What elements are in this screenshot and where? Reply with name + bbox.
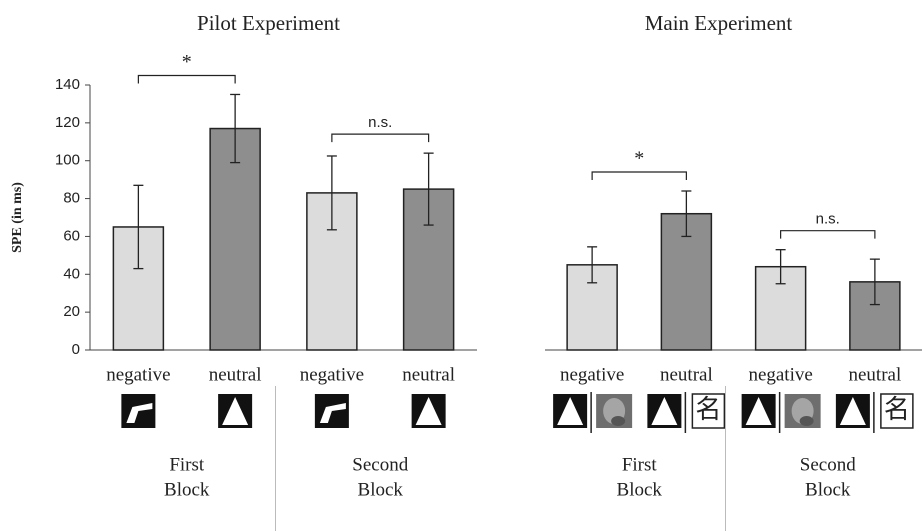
y-tick-label: 80 — [63, 190, 80, 207]
group-label: Block — [358, 479, 404, 500]
significance-bracket — [332, 134, 429, 142]
significance-bracket — [781, 231, 875, 239]
y-tick-label: 40 — [63, 265, 80, 282]
significance-bracket — [138, 75, 235, 83]
group-label: Block — [805, 479, 851, 500]
group-label: First — [169, 454, 205, 475]
x-tick-label: neutral — [660, 364, 713, 385]
significance-label: * — [182, 51, 192, 73]
y-tick-label: 100 — [55, 152, 80, 169]
x-tick-label: negative — [106, 364, 170, 385]
significance-label: n.s. — [368, 114, 392, 131]
group-label: First — [622, 454, 658, 475]
group-label: Block — [164, 479, 210, 500]
significance-label: * — [634, 148, 644, 170]
x-tick-label: negative — [748, 364, 812, 385]
x-tick-label: neutral — [402, 364, 455, 385]
group-label: Second — [352, 454, 408, 475]
stimulus-character: 名 — [884, 395, 910, 424]
hand — [800, 416, 814, 426]
x-tick-label: negative — [560, 364, 624, 385]
hand — [611, 416, 625, 426]
group-label: Block — [617, 479, 663, 500]
y-tick-label: 60 — [63, 227, 80, 244]
y-tick-label: 120 — [55, 114, 80, 131]
y-axis-label: SPE (in ms) — [10, 182, 25, 253]
chart-title: Main Experiment — [645, 11, 793, 35]
x-tick-label: neutral — [209, 364, 262, 385]
significance-bracket — [592, 172, 686, 180]
x-tick-label: negative — [300, 364, 364, 385]
y-tick-label: 20 — [63, 303, 80, 320]
x-tick-label: neutral — [848, 364, 901, 385]
y-tick-label: 140 — [55, 76, 80, 93]
significance-label: n.s. — [816, 211, 840, 228]
chart-title: Pilot Experiment — [197, 11, 340, 35]
y-tick-label: 0 — [72, 341, 80, 358]
stimulus-character: 名 — [695, 395, 721, 424]
group-label: Second — [800, 454, 856, 475]
figure: Pilot Experiment SPE (in ms) 0 20 40 60 80 100 1… — [0, 0, 922, 531]
